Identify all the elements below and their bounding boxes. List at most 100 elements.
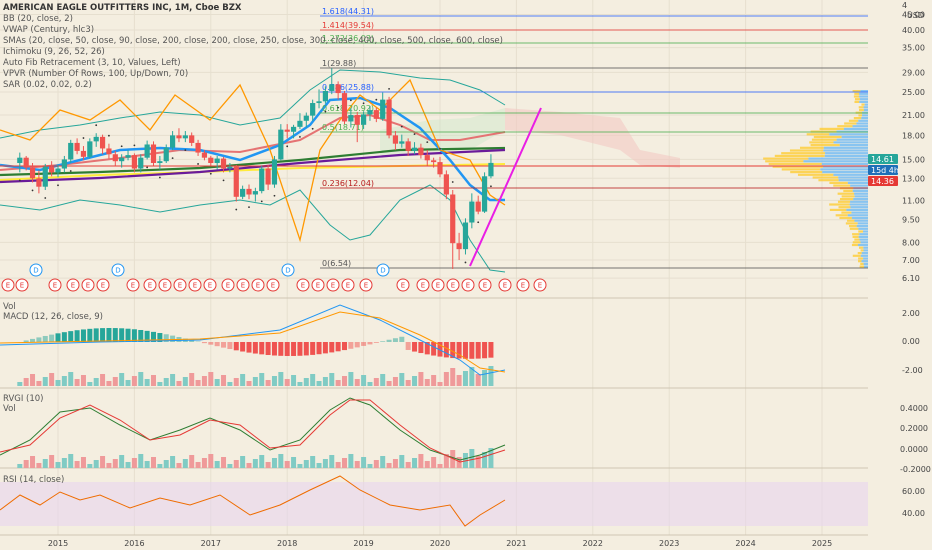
vpvr-down-61	[861, 255, 868, 257]
rvgi-vol-bar-42	[285, 461, 290, 468]
earnings-label-8: E	[131, 282, 135, 290]
pane-label-rsi[interactable]: RSI (14, close)	[3, 475, 64, 485]
candle-body-27	[189, 135, 194, 143]
pane-label-macd[interactable]: MACD (12, 26, close, 9)	[3, 312, 103, 322]
sar-dot-10	[83, 137, 85, 139]
legend-sar[interactable]: SAR (0.02, 0.02, 0.2)	[3, 80, 92, 90]
macd-hist-73	[482, 342, 487, 358]
vpvr-down-7	[864, 109, 868, 111]
rvgi-vol-bar-18	[132, 458, 137, 468]
legend-ichimoku[interactable]: Ichimoku (9, 26, 52, 26)	[3, 47, 105, 57]
macd-hist-30	[208, 342, 213, 345]
time-tick-2016: 2016	[124, 539, 144, 548]
legend-vwap[interactable]: VWAP (Century, hlc3)	[3, 25, 94, 35]
sar-dot-6	[57, 184, 59, 186]
candle-body-15	[113, 154, 118, 161]
vol-bar-19	[138, 372, 143, 386]
candle-body-7	[62, 159, 67, 168]
pane-label-rvgi-vol[interactable]: Vol	[3, 404, 16, 414]
macd-hist-46	[310, 342, 315, 355]
legend-smas[interactable]: SMAs (20, close, 50, close, 90, close, 2…	[3, 36, 503, 46]
vpvr-up-59	[861, 249, 864, 251]
legend-autofib[interactable]: Auto Fib Retracement (3, 10, Values, Lef…	[3, 58, 181, 68]
price-tick-5: 25.00	[902, 88, 925, 97]
vpvr-up-25	[763, 158, 808, 160]
vol-bar-16	[119, 373, 124, 386]
vpvr-down-23	[825, 152, 868, 154]
earnings-label-30: E	[483, 282, 487, 290]
candle-body-1	[24, 158, 29, 168]
vpvr-down-55	[859, 239, 868, 241]
time-tick-2018: 2018	[277, 539, 297, 548]
macd-hist-41	[278, 342, 283, 356]
legend-bb[interactable]: BB (20, close, 2)	[3, 14, 73, 24]
earnings-label-9: E	[148, 282, 152, 290]
vpvr-down-24	[825, 155, 868, 157]
vpvr-up-1	[854, 93, 859, 95]
candle-body-11	[87, 141, 92, 156]
dividend-label-18: D	[285, 267, 290, 275]
price-tick-13: 7.00	[902, 256, 920, 265]
macd-hist-3	[36, 337, 41, 342]
sar-dot-46	[312, 128, 314, 130]
pane-label-vol[interactable]: Vol	[3, 302, 16, 312]
earnings-label-14: E	[226, 282, 230, 290]
macd-hist-48	[323, 342, 328, 353]
price-tag-1: 15d 4h	[871, 166, 899, 175]
macd-hist-70	[463, 342, 468, 359]
vpvr-down-27	[822, 163, 868, 165]
price-tick-2: 40.00	[902, 26, 925, 35]
pane-label-rvgi[interactable]: RVGI (10)	[3, 394, 44, 404]
vol-bar-38	[259, 373, 264, 386]
vol-bar-57	[380, 374, 385, 386]
vpvr-up-14	[820, 128, 844, 130]
candle-body-39	[266, 169, 271, 185]
vpvr-down-56	[861, 241, 868, 243]
candle-body-55	[367, 110, 372, 114]
vpvr-down-50	[857, 225, 868, 227]
vpvr-up-48	[847, 220, 854, 222]
macd-hist-14	[106, 328, 111, 342]
time-axis[interactable]: 2015 2016 2017 2018 2019 2020 2021 2022 2023 2024…	[48, 539, 832, 548]
vpvr-down-33	[839, 179, 868, 181]
vpvr-up-51	[850, 228, 859, 230]
macd-hist-4	[43, 336, 48, 342]
sar-dot-74	[490, 185, 492, 187]
chart-title[interactable]: AMERICAN EAGLE OUTFITTERS INC, 1M, Cboe …	[3, 3, 241, 13]
candle-body-16	[119, 158, 124, 162]
rvgi-tick-2: 0.0000	[900, 445, 928, 454]
rvgi-vol-bar-47	[317, 463, 322, 468]
macd-hist-52	[348, 342, 353, 349]
macd-hist-59	[393, 338, 398, 342]
rvgi-vol-bar-59	[393, 459, 398, 468]
vpvr-up-56	[853, 241, 861, 243]
vpvr-up-50	[849, 225, 857, 227]
rvgi-vol-bar-27	[189, 455, 194, 468]
vpvr-up-33	[818, 179, 838, 181]
sar-dot-44	[299, 136, 301, 138]
legend-vpvr[interactable]: VPVR (Number Of Rows, 100, Up/Down, 70)	[3, 69, 188, 79]
sar-dot-54	[363, 102, 365, 104]
vol-bar-62	[412, 376, 417, 386]
macd-hist-57	[380, 341, 385, 342]
rvgi-vol-bar-23	[164, 460, 169, 468]
candle-body-2	[30, 168, 35, 179]
macd-hist-29	[202, 342, 207, 343]
vpvr-up-21	[800, 147, 824, 149]
candles[interactable]	[17, 68, 493, 269]
macd-hist-34	[234, 342, 239, 350]
macd-hist-67	[444, 342, 449, 357]
vol-bar-67	[444, 372, 449, 386]
price-axis[interactable]: 445.00 40.00 35.00 29.00 25.00 21.00 18.00 15.0…	[868, 0, 932, 550]
macd-hist-31	[215, 342, 220, 346]
candle-body-34	[234, 167, 239, 197]
candle-body-9	[75, 143, 80, 151]
vpvr-up-20	[811, 144, 840, 146]
vpvr-down-41	[850, 201, 868, 203]
vpvr-up-35	[833, 185, 850, 187]
vpvr-up-62	[858, 257, 863, 259]
macd-hist-51	[342, 342, 347, 350]
vpvr-down-29	[820, 168, 868, 170]
sar-dot-72	[477, 221, 479, 223]
